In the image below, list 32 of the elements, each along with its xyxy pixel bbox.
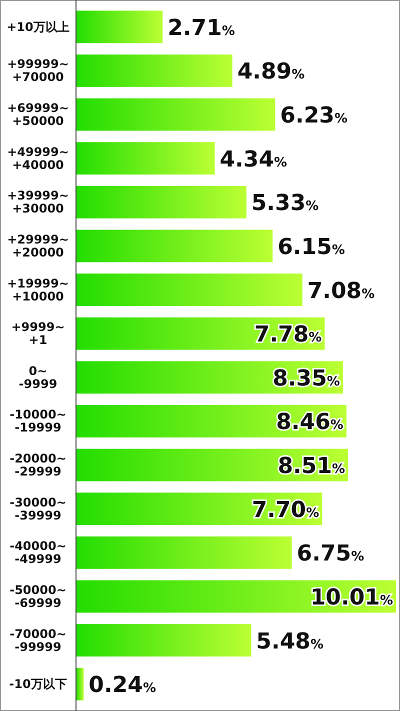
data-label: 7.78% — [254, 322, 322, 348]
data-label: 2.71% — [168, 16, 235, 41]
y-tick-label: -50000~ -69999 — [10, 582, 66, 610]
y-tick-label: +99999~ +70000 — [7, 57, 69, 84]
data-label: 7.08% — [307, 278, 375, 304]
data-label: 5.33% — [251, 191, 319, 216]
data-label: 0.24% — [88, 673, 156, 698]
data-label: 4.89% — [237, 60, 305, 85]
data-label: 6.15% — [278, 234, 345, 260]
y-tick-label: +39999~ +30000 — [7, 188, 69, 216]
data-label: 6.75% — [296, 542, 364, 567]
y-tick-label: +19999~ +10000 — [7, 276, 69, 304]
y-tick-label: -30000~ -39999 — [10, 495, 66, 522]
y-tick-label: 0~ -9999 — [18, 364, 58, 391]
y-tick-label: +29999~ +20000 — [7, 232, 69, 260]
y-tick-label: +69999~ +50000 — [7, 101, 69, 128]
y-tick-label: -10000~ -19999 — [10, 408, 66, 435]
y-tick-label: -70000~ -99999 — [10, 626, 66, 654]
data-label: 5.48% — [256, 629, 324, 654]
y-tick-label: -10万以下 — [9, 677, 67, 692]
data-label: 4.34% — [220, 147, 288, 172]
y-tick-label: -40000~ -49999 — [10, 539, 66, 566]
data-label: 8.51% — [278, 454, 346, 480]
data-label: 6.23% — [280, 104, 348, 129]
data-label: 7.70% — [252, 498, 320, 523]
y-tick-label: +10万以上 — [6, 20, 70, 34]
y-tick-label: +49999~ +40000 — [7, 144, 69, 172]
data-label: 8.35% — [272, 366, 340, 392]
y-tick-label: +9999~ +1 — [11, 320, 65, 348]
data-label: 10.01% — [310, 585, 393, 610]
y-tick-label: -20000~ -29999 — [10, 452, 66, 479]
data-label: 8.46% — [276, 410, 344, 436]
